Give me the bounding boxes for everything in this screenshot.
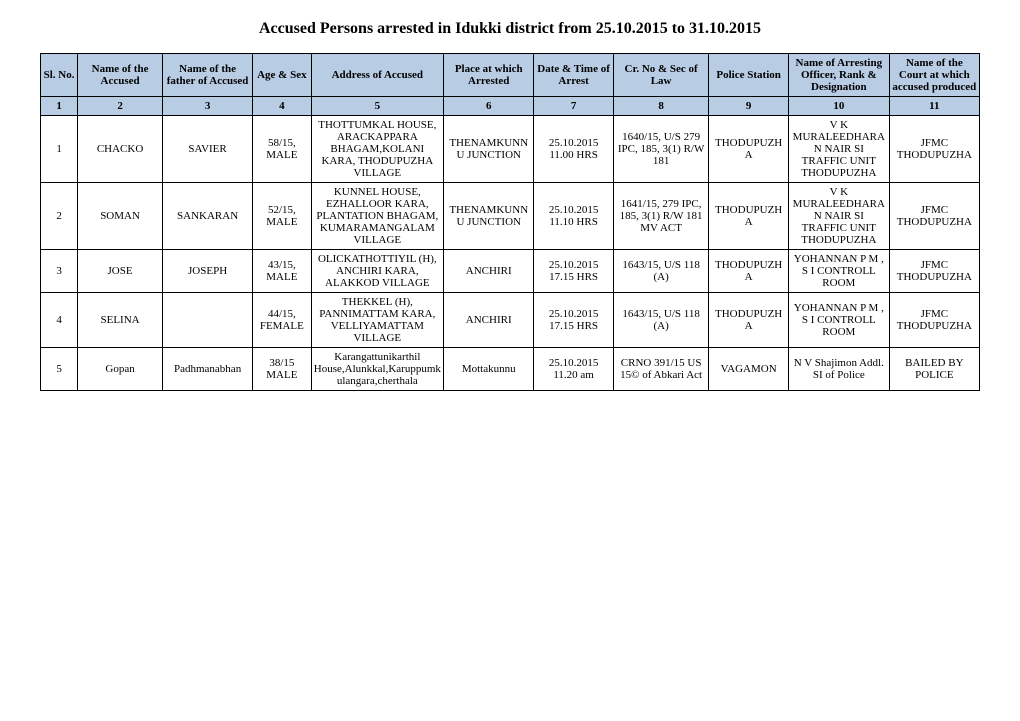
table-row: 5 Gopan Padhmanabhan 38/15 MALE Karangat…: [41, 348, 980, 391]
cell-place: THENAMKUNNU JUNCTION: [444, 116, 534, 183]
cell-name: JOSE: [78, 250, 163, 293]
page-title: Accused Persons arrested in Idukki distr…: [40, 20, 980, 38]
colnum-7: 7: [534, 97, 614, 116]
cell-place: ANCHIRI: [444, 293, 534, 348]
table-row: 2 SOMAN SANKARAN 52/15, MALE KUNNEL HOUS…: [41, 183, 980, 250]
cell-court: JFMC THODUPUZHA: [889, 116, 979, 183]
colnum-10: 10: [788, 97, 889, 116]
cell-crno: 1643/15, U/S 118 (A): [613, 293, 708, 348]
cell-agesex: 44/15, FEMALE: [253, 293, 311, 348]
cell-officer: V K MURALEEDHARAN NAIR SI TRAFFIC UNIT T…: [788, 183, 889, 250]
header-court: Name of the Court at which accused produ…: [889, 54, 979, 97]
cell-station: THODUPUZHA: [709, 116, 789, 183]
cell-slno: 1: [41, 116, 78, 183]
cell-address: OLICKATHOTTIYIL (H), ANCHIRI KARA, ALAKK…: [311, 250, 444, 293]
cell-officer: V K MURALEEDHARAN NAIR SI TRAFFIC UNIT T…: [788, 116, 889, 183]
header-officer: Name of Arresting Officer, Rank & Design…: [788, 54, 889, 97]
cell-datetime: 25.10.2015 17.15 HRS: [534, 293, 614, 348]
header-datetime: Date & Time of Arrest: [534, 54, 614, 97]
cell-father: Padhmanabhan: [163, 348, 253, 391]
cell-station: THODUPUZHA: [709, 183, 789, 250]
arrest-table: Sl. No. Name of the Accused Name of the …: [40, 53, 980, 391]
cell-court: JFMC THODUPUZHA: [889, 293, 979, 348]
cell-agesex: 58/15, MALE: [253, 116, 311, 183]
colnum-1: 1: [41, 97, 78, 116]
cell-station: THODUPUZHA: [709, 293, 789, 348]
cell-slno: 3: [41, 250, 78, 293]
cell-agesex: 38/15 MALE: [253, 348, 311, 391]
cell-officer: YOHANNAN P M , S I CONTROLL ROOM: [788, 293, 889, 348]
cell-name: SOMAN: [78, 183, 163, 250]
header-place: Place at which Arrested: [444, 54, 534, 97]
cell-court: BAILED BY POLICE: [889, 348, 979, 391]
header-station: Police Station: [709, 54, 789, 97]
cell-crno: CRNO 391/15 US 15© of Abkari Act: [613, 348, 708, 391]
colnum-2: 2: [78, 97, 163, 116]
cell-officer: YOHANNAN P M , S I CONTROLL ROOM: [788, 250, 889, 293]
cell-court: JFMC THODUPUZHA: [889, 183, 979, 250]
cell-datetime: 25.10.2015 11.00 HRS: [534, 116, 614, 183]
header-row: Sl. No. Name of the Accused Name of the …: [41, 54, 980, 97]
cell-slno: 4: [41, 293, 78, 348]
cell-station: VAGAMON: [709, 348, 789, 391]
cell-agesex: 43/15, MALE: [253, 250, 311, 293]
header-father: Name of the father of Accused: [163, 54, 253, 97]
cell-name: SELINA: [78, 293, 163, 348]
cell-place: ANCHIRI: [444, 250, 534, 293]
cell-station: THODUPUZHA: [709, 250, 789, 293]
cell-father: SANKARAN: [163, 183, 253, 250]
colnum-5: 5: [311, 97, 444, 116]
colnum-8: 8: [613, 97, 708, 116]
cell-court: JFMC THODUPUZHA: [889, 250, 979, 293]
colnum-3: 3: [163, 97, 253, 116]
header-agesex: Age & Sex: [253, 54, 311, 97]
cell-address: Karangattunikarthil House,Alunkkal,Karup…: [311, 348, 444, 391]
table-row: 3 JOSE JOSEPH 43/15, MALE OLICKATHOTTIYI…: [41, 250, 980, 293]
cell-address: THEKKEL (H), PANNIMATTAM KARA, VELLIYAMA…: [311, 293, 444, 348]
cell-crno: 1643/15, U/S 118 (A): [613, 250, 708, 293]
cell-father: JOSEPH: [163, 250, 253, 293]
cell-datetime: 25.10.2015 11.10 HRS: [534, 183, 614, 250]
cell-officer: N V Shajimon Addl. SI of Police: [788, 348, 889, 391]
cell-datetime: 25.10.2015 17.15 HRS: [534, 250, 614, 293]
colnum-4: 4: [253, 97, 311, 116]
cell-father: SAVIER: [163, 116, 253, 183]
header-crno: Cr. No & Sec of Law: [613, 54, 708, 97]
cell-slno: 5: [41, 348, 78, 391]
cell-name: Gopan: [78, 348, 163, 391]
cell-agesex: 52/15, MALE: [253, 183, 311, 250]
cell-place: Mottakunnu: [444, 348, 534, 391]
cell-father: [163, 293, 253, 348]
cell-place: THENAMKUNNU JUNCTION: [444, 183, 534, 250]
table-row: 1 CHACKO SAVIER 58/15, MALE THOTTUMKAL H…: [41, 116, 980, 183]
header-name: Name of the Accused: [78, 54, 163, 97]
cell-address: THOTTUMKAL HOUSE, ARACKAPPARA BHAGAM,KOL…: [311, 116, 444, 183]
cell-crno: 1640/15, U/S 279 IPC, 185, 3(1) R/W 181: [613, 116, 708, 183]
cell-name: CHACKO: [78, 116, 163, 183]
colnum-6: 6: [444, 97, 534, 116]
cell-datetime: 25.10.2015 11.20 am: [534, 348, 614, 391]
cell-address: KUNNEL HOUSE, EZHALLOOR KARA, PLANTATION…: [311, 183, 444, 250]
cell-crno: 1641/15, 279 IPC, 185, 3(1) R/W 181 MV A…: [613, 183, 708, 250]
table-row: 4 SELINA 44/15, FEMALE THEKKEL (H), PANN…: [41, 293, 980, 348]
header-address: Address of Accused: [311, 54, 444, 97]
column-number-row: 1 2 3 4 5 6 7 8 9 10 11: [41, 97, 980, 116]
header-slno: Sl. No.: [41, 54, 78, 97]
cell-slno: 2: [41, 183, 78, 250]
colnum-9: 9: [709, 97, 789, 116]
colnum-11: 11: [889, 97, 979, 116]
